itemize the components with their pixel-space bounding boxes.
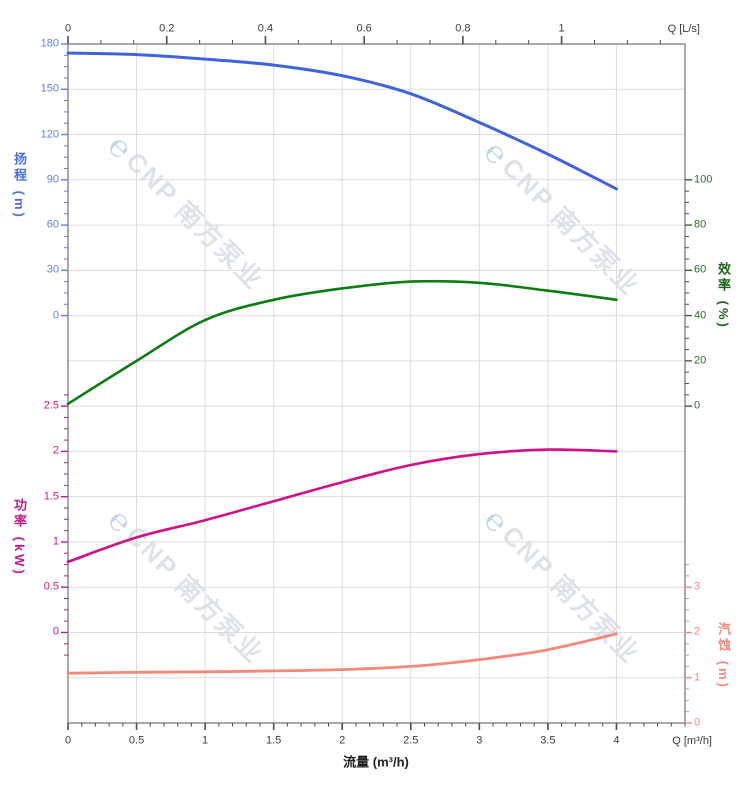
y-tick-label-head: 120 (40, 128, 59, 141)
x-axis-title: 流量 (m³/h) (343, 754, 409, 770)
bottom-axis-tick-label: 4 (613, 734, 620, 747)
bottom-axis-tick-label: 3.5 (540, 734, 556, 747)
bottom-axis-tick-label: 0.5 (128, 734, 145, 747)
plot-border (67, 43, 686, 724)
y-tick-label-head: 180 (40, 37, 59, 50)
bottom-axis-tick-label: 2 (339, 734, 346, 747)
y-tick-label-head: 150 (40, 82, 59, 95)
y-tick-label-eff: 40 (694, 309, 707, 322)
y-tick-label-power: 0 (52, 625, 59, 638)
top-axis-unit-label: Q [L/s] (667, 23, 700, 35)
bottom-axis-tick-label: 1 (202, 734, 209, 747)
y-tick-label-power: 2 (52, 444, 59, 457)
y-tick-label-eff: 0 (694, 399, 701, 412)
top-axis-tick-label: 0.6 (356, 22, 372, 35)
y-tick-label-power: 2.5 (43, 399, 59, 412)
y-tick-label-npsh: 3 (694, 580, 701, 593)
curve-head (66, 51, 618, 191)
top-axis-tick-label: 0.4 (257, 22, 274, 35)
top-axis-tick-label: 0.2 (159, 22, 175, 35)
bottom-axis-tick-label: 0 (64, 734, 72, 747)
axis-title-eff: 效率 (%) (716, 262, 731, 330)
y-tick-label-eff: 80 (694, 218, 707, 231)
y-tick-label-head: 30 (46, 263, 59, 276)
y-tick-label-power: 1 (52, 535, 59, 548)
y-tick-label-eff: 20 (694, 354, 707, 367)
top-axis-tick-label: 0 (64, 22, 72, 35)
top-axis-tick-label: 1 (558, 22, 565, 35)
bottom-axis-tick-label: 3 (476, 734, 483, 747)
bottom-axis-tick-label: 1.5 (266, 734, 282, 747)
axis-title-power: 功率 (kW) (12, 498, 27, 577)
axis-title-head: 扬程 (m) (12, 152, 27, 220)
curve-npsh (66, 632, 618, 675)
y-tick-label-npsh: 0 (694, 716, 701, 729)
y-tick-label-npsh: 2 (694, 625, 701, 638)
top-axis-tick-label: 0.8 (455, 22, 471, 35)
y-tick-label-eff: 100 (694, 173, 713, 186)
y-tick-label-power: 0.5 (43, 580, 59, 593)
y-tick-label-head: 60 (46, 218, 59, 231)
curve-power (66, 448, 618, 564)
y-tick-label-head: 90 (46, 173, 59, 186)
y-tick-label-power: 1.5 (43, 490, 59, 503)
bottom-axis-unit-label: Q [m³/h] (672, 735, 712, 747)
curve-eff (66, 279, 618, 406)
axis-title-npsh: 汽蚀 (m) (716, 622, 731, 690)
y-tick-label-head: 0 (52, 309, 59, 322)
y-tick-label-eff: 60 (694, 263, 707, 276)
bottom-axis-tick-label: 2.5 (403, 734, 419, 747)
y-tick-label-npsh: 1 (694, 671, 701, 684)
